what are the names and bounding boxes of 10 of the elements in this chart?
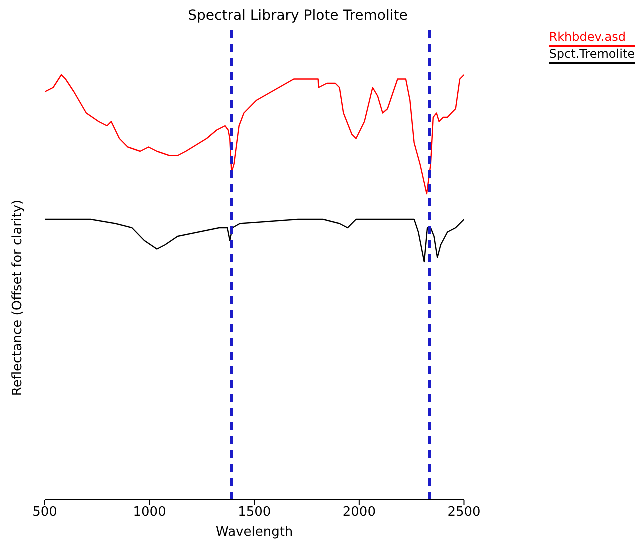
text: Spct.Tremolite xyxy=(549,47,635,64)
chart-title: Spectral Library Plote Tremolite xyxy=(187,8,409,26)
y-axis-title: Reflectance (Offset for clarity) xyxy=(10,200,26,396)
x-tick-label: 500 xyxy=(32,505,58,520)
x-tick-label: 1000 xyxy=(133,505,166,520)
x-tick-label: 1500 xyxy=(238,505,272,520)
text: Rkhbdev.asd xyxy=(549,30,635,47)
x-tick-label: 2000 xyxy=(342,505,376,520)
x-tick-label: 2500 xyxy=(448,505,481,520)
x-axis-title: Wavelength xyxy=(216,525,294,540)
